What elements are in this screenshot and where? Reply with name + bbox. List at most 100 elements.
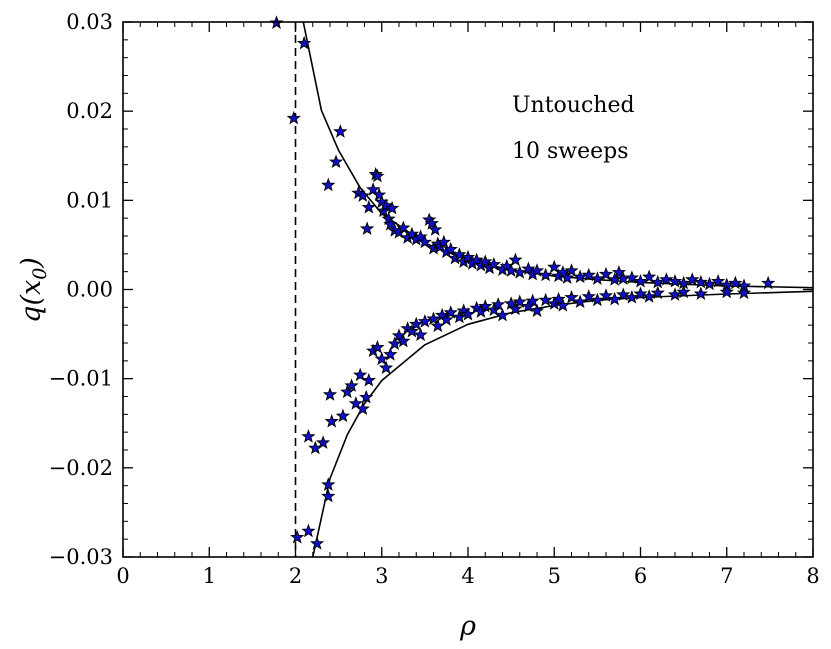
- star-point: [374, 351, 389, 366]
- y-tick-label: −0.02: [49, 456, 113, 480]
- y-tick-label: 0.00: [66, 278, 113, 302]
- star-point: [391, 328, 407, 342]
- star-point: [404, 323, 420, 338]
- star-point: [473, 304, 489, 318]
- star-point: [413, 327, 428, 342]
- star-point: [547, 259, 562, 274]
- star-point: [538, 292, 553, 307]
- star-point: [508, 252, 523, 267]
- star-point: [478, 298, 493, 313]
- star-point: [693, 274, 708, 289]
- y-axis-title-subscript: 0: [29, 268, 51, 280]
- star-point: [383, 347, 398, 361]
- star-point: [529, 303, 545, 317]
- star-point: [383, 216, 398, 231]
- star-point: [443, 305, 458, 319]
- x-tick-labels: 0 1 2 3 4 5 6 7 8: [116, 564, 819, 588]
- star-point: [590, 292, 605, 307]
- star-point: [538, 267, 553, 282]
- star-point: [491, 297, 506, 311]
- star-point: [728, 275, 743, 290]
- star-point: [633, 286, 648, 301]
- star-point: [560, 270, 575, 284]
- y-axis-title-base: q(x: [16, 280, 47, 323]
- y-tick-label: 0.01: [66, 188, 113, 212]
- plot-frame: [122, 21, 814, 558]
- star-point: [370, 339, 385, 354]
- star-point: [301, 523, 316, 538]
- star-point: [370, 168, 385, 183]
- y-tick-labels: −0.03 −0.02 −0.01 0.00 0.01 0.02 0.03: [49, 10, 113, 569]
- star-point: [452, 247, 467, 261]
- star-point: [384, 200, 400, 215]
- star-point: [659, 272, 674, 286]
- star-point: [564, 290, 579, 304]
- x-tick-label: 4: [461, 564, 474, 588]
- x-tick-label: 7: [720, 564, 733, 588]
- annotation-untouched: Untouched: [512, 93, 635, 118]
- star-point: [469, 252, 484, 267]
- star-point: [424, 216, 439, 230]
- star-point: [736, 285, 752, 300]
- star-point: [335, 408, 351, 423]
- star-point: [512, 294, 527, 309]
- y-axis-title-close: ): [16, 257, 47, 269]
- star-point: [355, 188, 370, 202]
- star-point: [529, 263, 545, 277]
- star-point: [478, 254, 493, 268]
- star-point: [581, 289, 596, 303]
- star-point: [309, 536, 325, 550]
- star-point: [333, 124, 348, 138]
- star-point: [624, 290, 639, 304]
- star-point: [324, 413, 339, 428]
- star-point: [413, 229, 428, 243]
- star-point: [525, 293, 540, 308]
- star-point: [297, 35, 312, 50]
- star-point: [486, 302, 501, 317]
- star-point: [555, 298, 570, 312]
- star-point: [573, 294, 588, 309]
- star-point: [361, 372, 376, 387]
- star-point: [486, 257, 501, 271]
- star-point: [344, 378, 359, 392]
- star-point: [504, 263, 519, 277]
- star-point: [396, 333, 411, 348]
- x-tick-label: 2: [289, 564, 302, 588]
- star-point: [315, 435, 331, 449]
- star-point: [564, 263, 579, 277]
- annotation-sweeps: 10 sweeps: [512, 139, 629, 164]
- star-point: [573, 269, 588, 284]
- star-point: [607, 291, 622, 306]
- star-point: [521, 261, 536, 276]
- star-point: [598, 266, 614, 281]
- x-tick-label: 5: [548, 564, 561, 588]
- x-axis-title: ρ: [459, 611, 476, 642]
- star-point: [404, 226, 420, 241]
- star-point: [328, 154, 344, 169]
- star-point: [650, 285, 665, 300]
- star-point: [387, 336, 402, 350]
- x-tick-label: 0: [116, 564, 129, 588]
- x-tick-label: 8: [806, 564, 819, 588]
- star-point: [711, 273, 726, 288]
- star-point: [611, 265, 627, 279]
- star-point: [581, 267, 596, 282]
- star-point: [693, 286, 708, 301]
- star-point: [378, 360, 394, 375]
- lower-fit-curve: [312, 290, 814, 558]
- star-point: [340, 384, 355, 399]
- x-tick-label: 1: [203, 564, 216, 588]
- star-point: [321, 477, 336, 491]
- star-point: [301, 429, 316, 443]
- star-point: [460, 306, 476, 321]
- star-point: [359, 221, 375, 235]
- star-point: [508, 301, 523, 316]
- data-points: [269, 15, 776, 550]
- y-tick-label: −0.03: [49, 545, 113, 569]
- star-point: [428, 222, 443, 236]
- star-point: [372, 187, 387, 202]
- star-point: [409, 316, 424, 331]
- star-point: [417, 314, 432, 328]
- star-point: [348, 396, 363, 410]
